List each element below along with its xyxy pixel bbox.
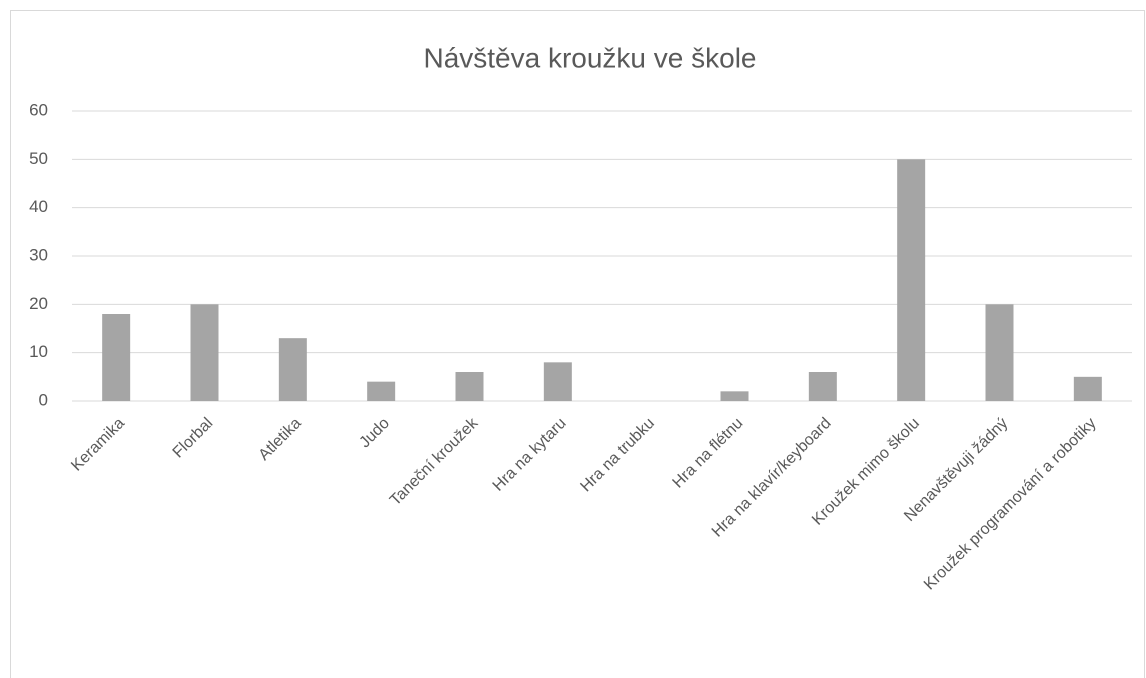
bar — [102, 314, 131, 401]
bar — [367, 381, 396, 401]
chart-border — [10, 10, 1145, 678]
bar — [1073, 376, 1102, 401]
x-tick-label: Atletika — [256, 415, 305, 464]
y-tick-label: 50 — [29, 149, 48, 168]
x-tick-label: Hra na kytaru — [490, 415, 570, 495]
y-tick-label: 40 — [29, 197, 48, 216]
bar — [897, 159, 926, 401]
bar — [455, 372, 484, 401]
x-tick-label: Kroužek programování a robotiky — [921, 415, 1100, 594]
x-tick-label: Hra na trubku — [577, 415, 658, 496]
x-tick-label: Hra na flétnu — [670, 415, 747, 492]
x-tick-label: Keramika — [68, 415, 128, 475]
bar — [543, 362, 572, 401]
chart-title: Návštěva kroužku ve škole — [423, 42, 756, 73]
bar — [190, 304, 219, 401]
bar — [985, 304, 1014, 401]
y-tick-label: 30 — [29, 245, 48, 264]
x-tick-label: Judo — [356, 415, 393, 452]
bar — [720, 391, 749, 401]
x-tick-label: Florbal — [170, 415, 217, 462]
y-tick-label: 20 — [29, 294, 48, 313]
y-tick-label: 0 — [39, 390, 48, 409]
y-tick-label: 60 — [29, 100, 48, 119]
y-tick-label: 10 — [29, 342, 48, 361]
bar — [808, 372, 837, 401]
bar — [278, 338, 307, 401]
x-tick-label: Taneční kroužek — [387, 414, 482, 509]
